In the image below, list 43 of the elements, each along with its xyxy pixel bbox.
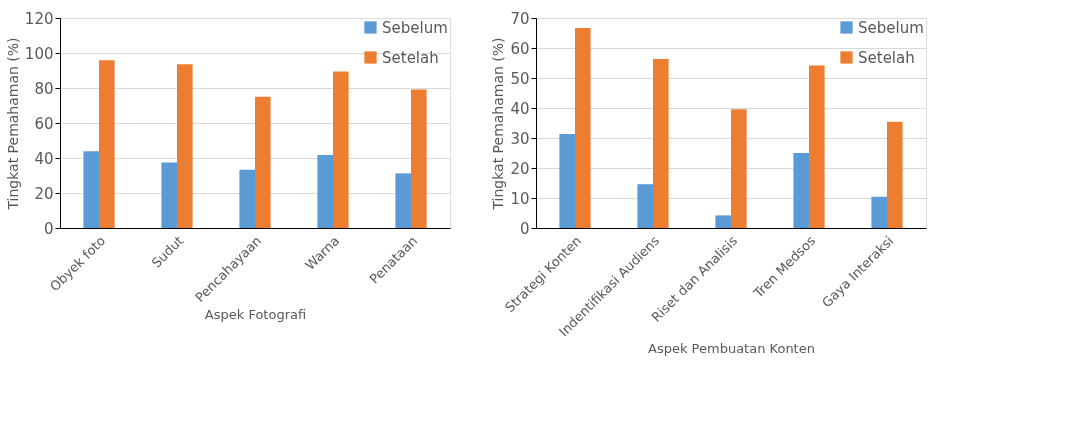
- y-tick-label: 60: [34, 114, 54, 133]
- bar: [731, 109, 747, 228]
- bar: [317, 155, 333, 228]
- y-tick-label: 10: [510, 189, 530, 208]
- y-tick-label: 20: [510, 159, 530, 178]
- y-tick-label: 50: [510, 69, 530, 88]
- y-tick-label: 30: [510, 129, 530, 148]
- y-tick-label: 120: [24, 9, 54, 28]
- y-axis-title: Tingkat Pemahaman (%): [490, 37, 507, 211]
- y-tick-label: 60: [510, 39, 530, 58]
- bar: [411, 89, 427, 228]
- y-tick-label: 80: [34, 79, 54, 98]
- y-tick-label: 70: [510, 9, 530, 28]
- bar: [715, 215, 731, 228]
- y-tick-label: 0: [43, 219, 54, 238]
- legend-label: Setelah: [382, 48, 439, 67]
- y-axis-title: Tingkat Pemahaman (%): [4, 37, 21, 211]
- legend-label: Sebelum: [382, 18, 448, 37]
- bar: [395, 173, 411, 228]
- legend-label: Setelah: [858, 48, 915, 67]
- bar: [99, 60, 115, 228]
- x-axis-title: Aspek Fotografi: [204, 307, 307, 323]
- bar: [333, 71, 349, 228]
- bar: [887, 121, 903, 228]
- y-tick-label: 20: [34, 184, 54, 203]
- y-tick-label: 100: [24, 44, 54, 63]
- bar: [239, 169, 255, 228]
- bar: [255, 96, 271, 228]
- legend-label: Sebelum: [858, 18, 924, 37]
- x-axis-title: Aspek Pembuatan Konten: [648, 341, 815, 357]
- y-tick-label: 40: [34, 149, 54, 168]
- bar: [653, 59, 669, 228]
- bar: [177, 64, 193, 228]
- bar: [871, 196, 887, 228]
- y-tick-label: 0: [519, 219, 530, 238]
- bar: [637, 184, 653, 228]
- y-tick-label: 40: [510, 99, 530, 118]
- bar: [809, 65, 825, 228]
- bar: [559, 134, 575, 228]
- bar: [793, 153, 809, 228]
- bar: [575, 27, 591, 228]
- bar: [83, 151, 99, 228]
- bar: [161, 162, 177, 228]
